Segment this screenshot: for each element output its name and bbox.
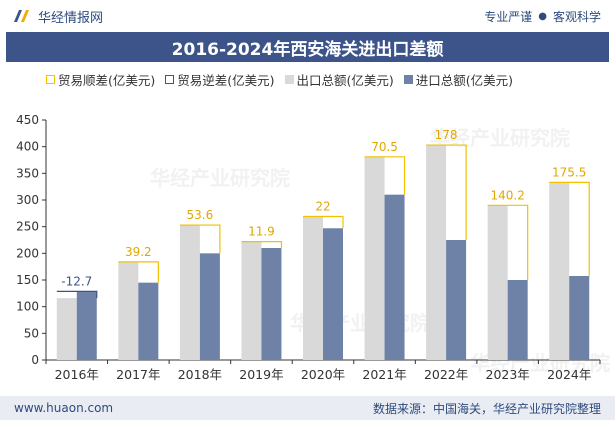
x-tick-label: 2016年 bbox=[55, 367, 99, 382]
y-tick-label: 400 bbox=[16, 140, 39, 154]
footer: www.huaon.com 数据来源：中国海关，华经产业研究院整理 bbox=[0, 396, 615, 420]
legend-item-surplus: 贸易顺差(亿美元) bbox=[46, 70, 155, 89]
footer-source: 数据来源：中国海关，华经产业研究院整理 bbox=[372, 401, 601, 416]
trade-balance-label: 11.9 bbox=[248, 225, 275, 239]
legend-label-surplus: 贸易顺差(亿美元) bbox=[58, 73, 156, 88]
trade-balance-label: -12.7 bbox=[61, 274, 92, 288]
import-bar bbox=[76, 291, 97, 360]
import-bar bbox=[199, 253, 220, 360]
x-tick-label: 2022年 bbox=[424, 367, 468, 382]
import-bar bbox=[261, 248, 282, 360]
export-bar bbox=[118, 261, 139, 360]
watermark-text: 华经产业研究院 bbox=[150, 166, 290, 190]
trade-surplus-mark bbox=[487, 204, 529, 280]
import-bar bbox=[138, 282, 159, 360]
legend-swatch-deficit bbox=[165, 75, 175, 84]
legend-label-deficit: 贸易逆差(亿美元) bbox=[177, 73, 275, 88]
export-bar bbox=[426, 145, 447, 360]
trade-surplus-mark bbox=[303, 215, 344, 229]
trade-balance-label: 39.2 bbox=[125, 245, 152, 259]
trade-balance-label: 178 bbox=[435, 128, 458, 142]
export-bar bbox=[241, 241, 262, 360]
y-tick-label: 450 bbox=[16, 113, 39, 127]
trade-surplus-mark bbox=[118, 261, 159, 283]
export-bar bbox=[179, 225, 200, 360]
brand-name: 华经情报网 bbox=[38, 10, 104, 26]
footer-url[interactable]: www.huaon.com bbox=[14, 401, 114, 415]
legend-item-deficit: 贸易逆差(亿美元) bbox=[165, 70, 275, 89]
legend-swatch-export bbox=[284, 75, 294, 84]
trade-deficit-mark bbox=[56, 290, 98, 299]
trade-balance-label: 53.6 bbox=[187, 208, 214, 222]
y-tick-label: 350 bbox=[16, 166, 39, 180]
x-tick-label: 2024年 bbox=[547, 367, 591, 382]
trade-surplus-mark bbox=[426, 144, 467, 240]
y-tick-label: 250 bbox=[16, 220, 39, 234]
trade-surplus-mark bbox=[364, 156, 406, 195]
tagline: 专业严谨 ● 客观科学 bbox=[484, 8, 601, 25]
export-bar bbox=[487, 205, 508, 360]
y-tick-label: 100 bbox=[16, 300, 39, 314]
y-tick-label: 300 bbox=[16, 193, 39, 207]
y-tick-label: 150 bbox=[16, 273, 39, 287]
import-bar bbox=[384, 194, 405, 360]
legend-swatch-import bbox=[403, 75, 413, 84]
top-bar: 华经情报网 专业严谨 ● 客观科学 bbox=[0, 0, 615, 32]
x-tick-label: 2023年 bbox=[486, 367, 530, 382]
trade-balance-label: 22 bbox=[315, 200, 330, 214]
trade-balance-label: 175.5 bbox=[552, 165, 586, 179]
legend-item-export: 出口总额(亿美元) bbox=[284, 70, 394, 89]
y-tick-label: 200 bbox=[16, 246, 39, 260]
import-bar bbox=[507, 280, 528, 360]
export-bar bbox=[364, 156, 385, 360]
x-tick-label: 2019年 bbox=[239, 367, 283, 382]
y-tick-label: 0 bbox=[31, 353, 39, 367]
tagline-left: 专业严谨 bbox=[484, 9, 533, 24]
import-bar bbox=[569, 276, 590, 360]
x-tick-label: 2020年 bbox=[301, 367, 345, 382]
export-bar bbox=[549, 182, 570, 360]
legend-label-import: 进口总额(亿美元) bbox=[415, 73, 514, 88]
export-bar bbox=[303, 216, 323, 360]
tagline-right: 客观科学 bbox=[552, 9, 601, 24]
trade-balance-label: 140.2 bbox=[490, 188, 524, 202]
x-tick-label: 2017年 bbox=[116, 367, 160, 382]
huajing-logo-icon bbox=[14, 10, 29, 22]
watermark-text: 华经产业研究院 bbox=[430, 126, 570, 150]
legend-item-import: 进口总额(亿美元) bbox=[403, 70, 514, 89]
legend-swatch-surplus bbox=[46, 75, 55, 84]
bullet-icon: ● bbox=[538, 10, 547, 22]
trade-surplus-mark bbox=[241, 241, 283, 248]
legend: 贸易顺差(亿美元) 贸易逆差(亿美元) 出口总额(亿美元) 进口总额(亿美元) bbox=[46, 70, 523, 89]
trade-surplus-mark bbox=[179, 224, 221, 254]
import-bar bbox=[323, 228, 343, 360]
import-bar bbox=[446, 240, 467, 360]
trade-surplus-mark bbox=[549, 181, 590, 276]
y-tick-label: 50 bbox=[24, 326, 39, 340]
legend-label-export: 出口总额(亿美元) bbox=[296, 73, 394, 88]
chart-title: 2016-2024年西安海关进出口差额 bbox=[6, 32, 609, 62]
x-tick-label: 2018年 bbox=[178, 367, 222, 382]
x-tick-label: 2021年 bbox=[362, 367, 406, 382]
brand[interactable]: 华经情报网 bbox=[12, 7, 103, 26]
trade-balance-label: 70.5 bbox=[371, 140, 398, 154]
export-bar bbox=[56, 298, 77, 360]
